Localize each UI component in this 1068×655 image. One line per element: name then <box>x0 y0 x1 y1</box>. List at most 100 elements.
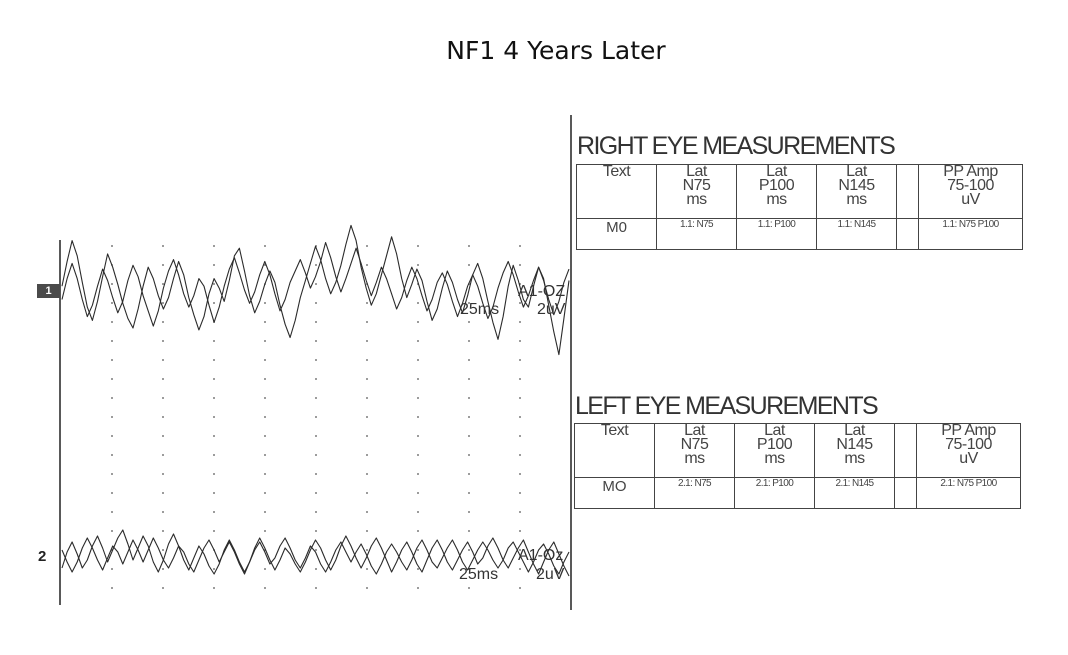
grid-dot <box>366 321 368 323</box>
grid-dot <box>315 283 317 285</box>
grid-dot <box>213 245 215 247</box>
grid-dot <box>366 492 368 494</box>
trace-2-channel-label: A1-Oz <box>518 547 563 564</box>
grid-dot <box>468 359 470 361</box>
grid-dot <box>111 587 113 589</box>
grid-dot <box>264 492 266 494</box>
trace-2-number: 2 <box>38 548 47 565</box>
grid-dot <box>315 549 317 551</box>
header-cell: Lat P100 ms <box>734 423 815 478</box>
grid-dot <box>366 397 368 399</box>
grid-dot <box>264 359 266 361</box>
grid-dot <box>519 245 521 247</box>
grid-dot <box>366 302 368 304</box>
grid-dot <box>213 397 215 399</box>
trace-2-sweep-2 <box>61 537 570 575</box>
grid-dot <box>162 549 164 551</box>
grid-dot <box>315 492 317 494</box>
row-label: MO <box>574 477 655 509</box>
header-cell: Text <box>574 423 655 478</box>
grid-dot <box>366 530 368 532</box>
grid-dot <box>213 416 215 418</box>
grid-dot <box>417 568 419 570</box>
grid-dot <box>468 321 470 323</box>
trace-1-marker: 1 <box>37 284 60 298</box>
traces <box>61 224 570 577</box>
grid-dot <box>468 549 470 551</box>
left-eye-title: LEFT EYE MEASUREMENTS <box>575 392 879 420</box>
row-label: M0 <box>576 218 657 250</box>
grid-dot <box>468 511 470 513</box>
value-cell: 1.1: N75 <box>656 218 737 250</box>
grid-dot <box>162 321 164 323</box>
grid-dot <box>162 378 164 380</box>
grid-dot <box>162 530 164 532</box>
left-eye-value-row: MO 2.1: N75 2.1: P100 2.1: N145 2.1: N75… <box>574 477 1021 509</box>
grid-dot <box>366 245 368 247</box>
header-cell: Text <box>576 164 657 219</box>
grid-dot <box>315 340 317 342</box>
grid-dot <box>366 264 368 266</box>
trace-1-sweep-1 <box>61 224 570 356</box>
grid-dot <box>111 492 113 494</box>
grid-dot <box>417 245 419 247</box>
grid-dot <box>213 378 215 380</box>
header-cell: Lat N75 ms <box>654 423 735 478</box>
grid-dot <box>366 549 368 551</box>
grid-dot <box>162 245 164 247</box>
right-eye-header-row: Text Lat N75 ms Lat P100 ms Lat N145 ms PP Amp… <box>576 164 1023 219</box>
grid-dot <box>162 568 164 570</box>
grid-dot <box>162 302 164 304</box>
grid-dot <box>315 511 317 513</box>
right-eye-value-row: M0 1.1: N75 1.1: P100 1.1: N145 1.1: N75… <box>576 218 1023 250</box>
grid-dot <box>417 302 419 304</box>
trace-2-time-scale: 25ms <box>459 566 498 583</box>
value-cell: 1.1: N75 P100 <box>918 218 1023 250</box>
grid-dot <box>519 568 521 570</box>
grid-dot <box>111 302 113 304</box>
grid-dot <box>417 492 419 494</box>
grid-dot <box>519 454 521 456</box>
grid-dot <box>162 264 164 266</box>
grid-dot <box>468 530 470 532</box>
grid-dot <box>264 321 266 323</box>
header-cell: Lat N145 ms <box>816 164 897 219</box>
grid-dot <box>162 492 164 494</box>
grid-dot <box>264 511 266 513</box>
grid-dot <box>111 359 113 361</box>
grid-dot <box>111 568 113 570</box>
grid-dot <box>417 549 419 551</box>
grid-dot <box>162 587 164 589</box>
grid-dot <box>111 340 113 342</box>
grid-dot <box>162 359 164 361</box>
left-eye-header-row: Text Lat N75 ms Lat P100 ms Lat N145 ms PP Amp… <box>574 423 1021 478</box>
grid-dot <box>417 378 419 380</box>
grid-dot <box>315 264 317 266</box>
grid-dot <box>315 530 317 532</box>
value-cell <box>894 477 917 509</box>
grid-dot <box>468 264 470 266</box>
grid-dot <box>162 454 164 456</box>
grid-dot <box>468 340 470 342</box>
grid-dot <box>213 302 215 304</box>
grid-dot <box>264 340 266 342</box>
grid-dot <box>264 245 266 247</box>
grid-dots <box>111 245 521 589</box>
grid-dot <box>366 359 368 361</box>
grid-dot <box>213 283 215 285</box>
grid-dot <box>264 397 266 399</box>
grid-dot <box>111 397 113 399</box>
grid-dot <box>366 568 368 570</box>
grid-dot <box>519 340 521 342</box>
grid-dot <box>366 378 368 380</box>
grid-dot <box>366 416 368 418</box>
right-eye-title: RIGHT EYE MEASUREMENTS <box>577 132 896 160</box>
grid-dot <box>213 473 215 475</box>
trace-2-amplitude-scale: 2uV <box>536 566 565 583</box>
right-eye-table: Text Lat N75 ms Lat P100 ms Lat N145 ms PP Amp… <box>576 164 1023 250</box>
grid-dot <box>366 454 368 456</box>
header-cell: Lat P100 ms <box>736 164 817 219</box>
chart-title: NF1 4 Years Later <box>446 36 666 65</box>
grid-dot <box>417 454 419 456</box>
